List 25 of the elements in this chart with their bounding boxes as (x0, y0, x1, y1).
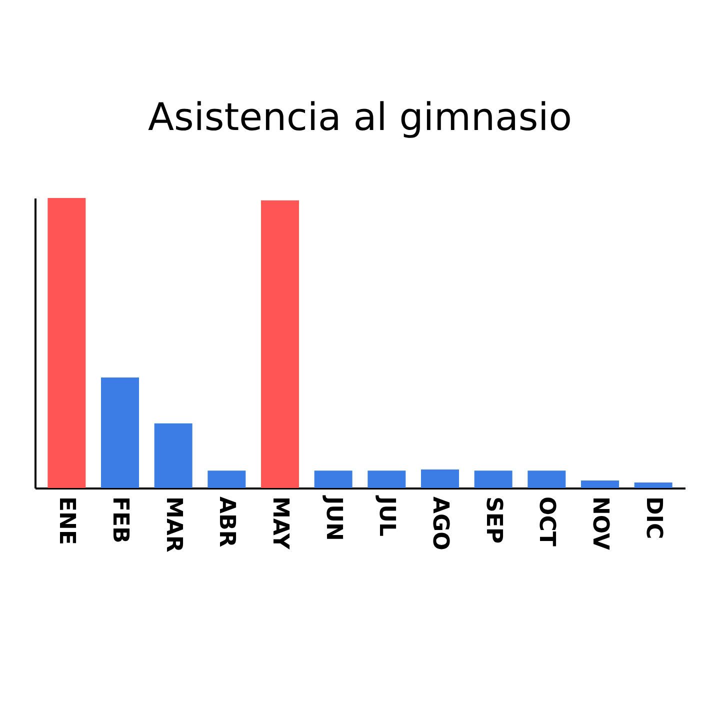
bar (208, 470, 246, 488)
x-tick-label: FEB (108, 496, 132, 544)
x-tick-label: ABR (214, 496, 240, 548)
x-tick-label: JUL (374, 494, 400, 537)
bar (261, 200, 299, 488)
x-tick-label: MAR (160, 496, 186, 552)
x-tick-label: OCT (534, 496, 560, 546)
bar (634, 482, 672, 488)
x-tick-label: MAY (268, 496, 292, 550)
chart-title: Asistencia al gimnasio (148, 95, 572, 139)
bar (528, 470, 566, 488)
bar (314, 470, 352, 488)
x-tick-label: DIC (640, 496, 666, 540)
bar (48, 198, 86, 488)
bar (101, 378, 139, 488)
x-tick-label: ENE (54, 496, 80, 545)
bar (474, 470, 512, 488)
bar (154, 423, 192, 488)
x-tick-label: SEP (480, 496, 506, 544)
x-tick-label: AGO (428, 496, 452, 550)
bar (421, 469, 459, 488)
x-tick-label: NOV (588, 496, 612, 550)
x-tick-label: JUN (320, 494, 346, 541)
bar (581, 480, 619, 488)
bar (368, 470, 406, 488)
